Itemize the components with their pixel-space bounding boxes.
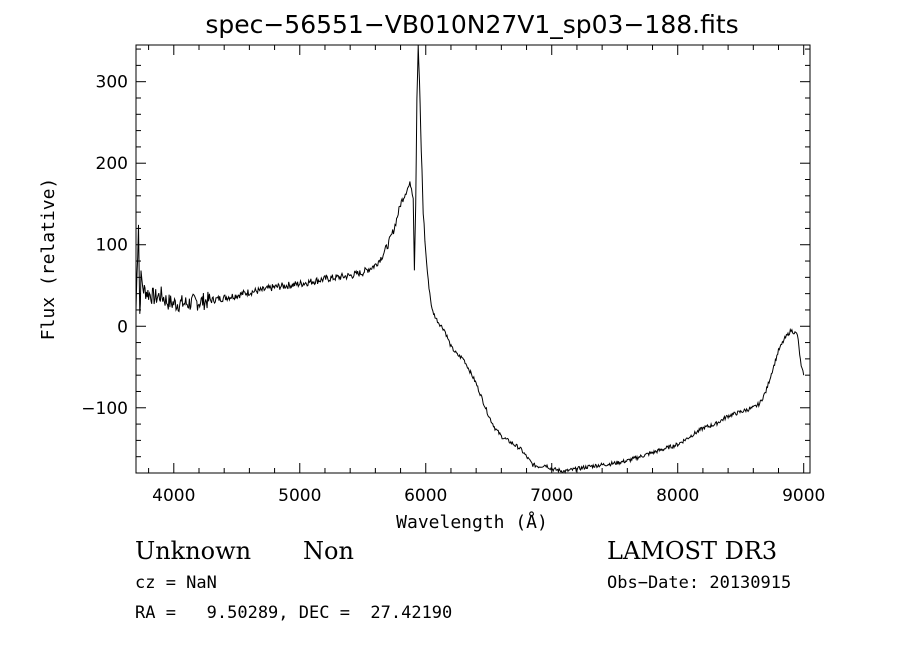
x-tick-label: 8000 — [656, 486, 699, 506]
chart-title: spec−56551−VB010N27V1_sp03−188.fits — [205, 10, 738, 39]
obs-date-label: Obs−Date: 20130915 — [607, 573, 792, 593]
x-tick-label: 6000 — [404, 486, 447, 506]
y-tick-label: 300 — [96, 73, 128, 93]
object-class: Unknown — [135, 537, 252, 565]
y-tick-label: 100 — [96, 236, 128, 256]
x-axis-ticks — [148, 45, 805, 473]
y-axis-label: Flux (relative) — [38, 178, 59, 341]
x-tick-labels: 4000 5000 6000 7000 8000 9000 — [152, 486, 825, 506]
y-axis-ticks — [136, 48, 810, 474]
x-tick-label: 4000 — [152, 486, 195, 506]
plot-frame — [135, 44, 811, 474]
x-tick-label: 9000 — [782, 486, 825, 506]
survey-label: LAMOST DR3 — [607, 537, 778, 565]
y-tick-label: 0 — [117, 317, 128, 337]
spectrum-line — [135, 44, 805, 474]
x-tick-label: 7000 — [530, 486, 573, 506]
coordinates-label: RA = 9.50289, DEC = 27.42190 — [135, 603, 453, 623]
y-tick-label: 200 — [96, 154, 128, 174]
x-tick-label: 5000 — [278, 486, 321, 506]
object-subclass: Non — [303, 537, 354, 565]
y-tick-labels: −100 0 100 200 300 — [81, 73, 128, 419]
x-axis-label: Wavelength (Å) — [396, 511, 548, 533]
redshift-label: cz = NaN — [135, 573, 217, 593]
y-tick-label: −100 — [81, 399, 128, 419]
